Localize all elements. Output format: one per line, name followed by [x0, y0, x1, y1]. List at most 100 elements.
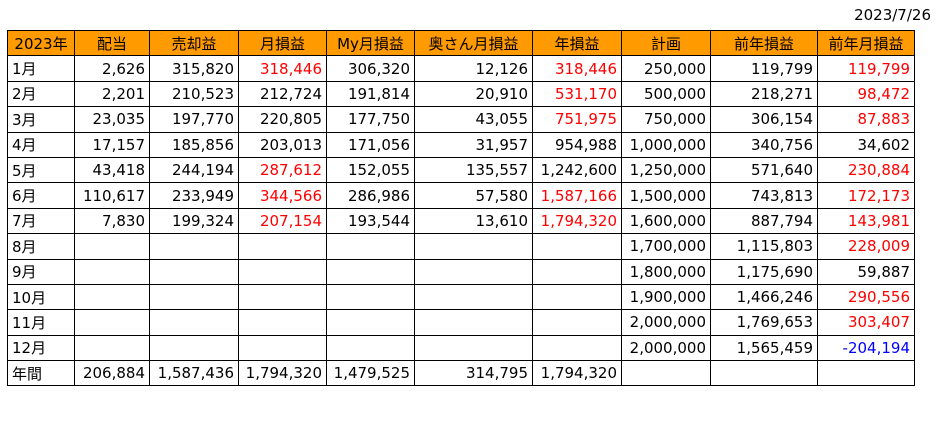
- table-cell: 110,617: [74, 182, 150, 209]
- table-cell: [326, 334, 415, 362]
- row-label: 1月: [7, 55, 75, 82]
- table-cell: 197,770: [149, 106, 239, 133]
- column-header: 2023年: [7, 29, 75, 57]
- table-cell: 318,446: [238, 55, 327, 82]
- table-row: 3月 23,035 197,770 220,805 177,750 43,055 751,9…: [7, 106, 915, 133]
- table-cell: [817, 360, 915, 387]
- table-cell: 1,242,600: [532, 156, 622, 184]
- row-label: 7月: [7, 207, 75, 235]
- table-cell: [532, 334, 622, 362]
- table-cell: 887,794: [710, 207, 818, 235]
- table-cell: 1,769,653: [710, 309, 818, 336]
- table-cell: 193,544: [326, 207, 415, 235]
- table-cell: [74, 309, 150, 336]
- table-cell: 287,612: [238, 156, 327, 184]
- table-cell: 1,700,000: [621, 233, 711, 260]
- table-cell: [621, 360, 711, 387]
- table-cell: [238, 309, 327, 336]
- table-cell: [238, 258, 327, 285]
- table-cell: 531,170: [532, 80, 622, 108]
- table-cell: 7,830: [74, 207, 150, 235]
- table-row: 11月 2,000,000 1,769,653 303,407: [7, 309, 915, 336]
- table-cell: [74, 283, 150, 311]
- table-cell: 1,250,000: [621, 156, 711, 184]
- table-cell: 34,602: [817, 131, 915, 158]
- table-cell: [149, 233, 239, 260]
- table-row: 10月 1,900,000 1,466,246 290,556: [7, 283, 915, 311]
- table-cell: 750,000: [621, 106, 711, 133]
- table-cell: [414, 283, 533, 311]
- row-label: 年間: [7, 360, 75, 387]
- table-cell: 290,556: [817, 283, 915, 311]
- table-cell: 43,055: [414, 106, 533, 133]
- row-label: 11月: [7, 309, 75, 336]
- table-cell: 230,884: [817, 156, 915, 184]
- table-cell: 31,957: [414, 131, 533, 158]
- table-cell: [532, 233, 622, 260]
- table-cell: 344,566: [238, 182, 327, 209]
- table-row: 5月 43,418 244,194 287,612 152,055 135,557 1,24…: [7, 156, 915, 184]
- table-cell: [149, 309, 239, 336]
- table-cell: 2,000,000: [621, 334, 711, 362]
- table-cell: 152,055: [326, 156, 415, 184]
- row-label: 8月: [7, 233, 75, 260]
- table-cell: [326, 309, 415, 336]
- table-cell: 340,756: [710, 131, 818, 158]
- table-cell: 228,009: [817, 233, 915, 260]
- row-label: 9月: [7, 258, 75, 285]
- table-cell: [326, 258, 415, 285]
- table-cell: 314,795: [414, 360, 533, 387]
- table-cell: 172,173: [817, 182, 915, 209]
- table-cell: 1,565,459: [710, 334, 818, 362]
- table-cell: [74, 258, 150, 285]
- table-cell: 119,799: [817, 55, 915, 82]
- table-cell: 306,320: [326, 55, 415, 82]
- column-header: 奥さん月損益: [414, 29, 533, 57]
- table-cell: [74, 334, 150, 362]
- table-cell: [149, 258, 239, 285]
- table-cell: 43,418: [74, 156, 150, 184]
- table-cell: 751,975: [532, 106, 622, 133]
- table-cell: 244,194: [149, 156, 239, 184]
- row-label: 5月: [7, 156, 75, 184]
- table-cell: 191,814: [326, 80, 415, 108]
- table-cell: [414, 309, 533, 336]
- table-cell: 1,479,525: [326, 360, 415, 387]
- table-cell: [414, 258, 533, 285]
- table-cell: 1,794,320: [238, 360, 327, 387]
- row-label: 12月: [7, 334, 75, 362]
- table-cell: 199,324: [149, 207, 239, 235]
- table-cell: 220,805: [238, 106, 327, 133]
- table-cell: 233,949: [149, 182, 239, 209]
- table-row: 4月 17,157 185,856 203,013 171,056 31,957 954,9…: [7, 131, 915, 158]
- table-cell: 1,587,436: [149, 360, 239, 387]
- table-cell: 1,175,690: [710, 258, 818, 285]
- table-cell: 1,466,246: [710, 283, 818, 311]
- table-cell: 177,750: [326, 106, 415, 133]
- table-cell: 303,407: [817, 309, 915, 336]
- table-cell: 318,446: [532, 55, 622, 82]
- table-cell: 954,988: [532, 131, 622, 158]
- table-cell: 12,126: [414, 55, 533, 82]
- row-label: 10月: [7, 283, 75, 311]
- table-cell: [238, 233, 327, 260]
- table-row: 7月 7,830 199,324 207,154 193,544 13,610 1,794,…: [7, 207, 915, 235]
- table-row: 6月 110,617 233,949 344,566 286,986 57,580 1,58…: [7, 182, 915, 209]
- table-cell: 2,201: [74, 80, 150, 108]
- row-label: 4月: [7, 131, 75, 158]
- table-cell: 743,813: [710, 182, 818, 209]
- column-header: 年損益: [532, 29, 622, 57]
- table-cell: 57,580: [414, 182, 533, 209]
- column-header: 月損益: [238, 29, 327, 57]
- report-date: 2023/7/26: [854, 6, 931, 24]
- table-cell: [532, 258, 622, 285]
- table-cell: 185,856: [149, 131, 239, 158]
- table-row: 9月 1,800,000 1,175,690 59,887: [7, 258, 915, 285]
- table-cell: 212,724: [238, 80, 327, 108]
- table-cell: 1,500,000: [621, 182, 711, 209]
- table-cell: [414, 334, 533, 362]
- table-cell: [149, 334, 239, 362]
- table-row: 1月 2,626 315,820 318,446 306,320 12,126 318,44…: [7, 55, 915, 82]
- table-cell: 250,000: [621, 55, 711, 82]
- column-header: 配当: [74, 29, 150, 57]
